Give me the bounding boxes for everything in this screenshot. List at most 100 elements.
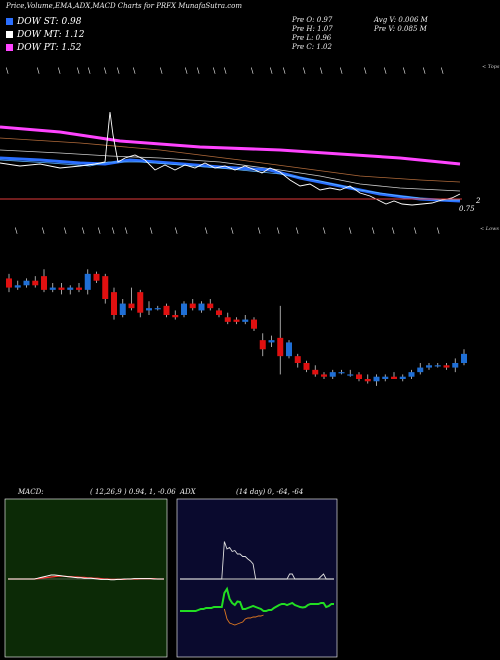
legend-dow-pt: DOW PT: 1.52 bbox=[6, 43, 81, 54]
top-marker: \ bbox=[224, 67, 227, 75]
candle-body bbox=[154, 308, 161, 310]
adx-label: ADX bbox=[180, 488, 196, 496]
top-marker: \ bbox=[213, 67, 216, 75]
ema-orange-line bbox=[0, 137, 461, 183]
candles bbox=[6, 269, 467, 386]
lows-marker-label: < Lows bbox=[480, 226, 499, 232]
legend-dow-st: DOW ST: 0.98 bbox=[6, 17, 82, 28]
legend-swatch-st bbox=[6, 18, 13, 25]
candle-body bbox=[137, 292, 144, 313]
top-marker: \ bbox=[77, 67, 80, 75]
low-marker: \ bbox=[42, 227, 45, 235]
low-marker: \ bbox=[64, 227, 67, 235]
ema-light-line bbox=[0, 159, 460, 201]
low-marker: \ bbox=[296, 227, 299, 235]
top-marker: \ bbox=[185, 67, 188, 75]
candle-body bbox=[111, 292, 117, 315]
candle-body bbox=[93, 273, 100, 281]
candle-body bbox=[408, 372, 415, 377]
low-marker: \ bbox=[205, 227, 208, 235]
low-marker: \ bbox=[414, 227, 417, 235]
low-marker: \ bbox=[231, 227, 234, 235]
top-marker: \ bbox=[117, 67, 120, 75]
stat-prev-volume: Pre V: 0.085 M bbox=[374, 25, 427, 33]
low-marker: \ bbox=[258, 227, 261, 235]
candle-body bbox=[294, 356, 301, 363]
price-label-075: 0.75 bbox=[459, 205, 475, 213]
candle-body bbox=[426, 365, 432, 368]
low-marker: \ bbox=[437, 227, 440, 235]
candle-body bbox=[268, 340, 275, 343]
price-label-2: 2 bbox=[475, 197, 481, 205]
candle-body bbox=[14, 285, 21, 288]
tops-markers: \ \ \ \ \ \ \ \ \ \ \ \ \ \ \ \ \ \ \ \ \ \ \ \ bbox=[6, 67, 444, 75]
candle-body bbox=[163, 305, 170, 315]
candle-body bbox=[329, 372, 336, 377]
candle-body bbox=[119, 303, 126, 315]
legend-dow-mt: DOW MT: 1.12 bbox=[6, 30, 85, 41]
candle-body bbox=[102, 276, 109, 299]
ema-layer bbox=[0, 111, 462, 206]
candle-body bbox=[41, 276, 47, 290]
candle-body bbox=[461, 353, 467, 363]
low-marker: \ bbox=[349, 227, 352, 235]
legend-label-st: DOW ST: 0.98 bbox=[17, 17, 82, 27]
candle-body bbox=[443, 365, 450, 368]
top-marker: \ bbox=[403, 67, 406, 75]
top-marker: \ bbox=[441, 67, 444, 75]
low-marker: \ bbox=[98, 227, 101, 235]
stat-prev-high: Pre H: 1.07 bbox=[292, 25, 333, 33]
low-marker: \ bbox=[112, 227, 115, 235]
macd-params: ( 12,26,9 ) 0.94, 1, -0.06 bbox=[90, 488, 176, 496]
low-marker: \ bbox=[82, 227, 85, 235]
top-marker: \ bbox=[384, 67, 387, 75]
price-close-line bbox=[0, 111, 461, 206]
candle-body bbox=[216, 310, 222, 315]
candle-body bbox=[338, 372, 345, 374]
top-marker: \ bbox=[88, 67, 91, 75]
candle-body bbox=[32, 280, 39, 286]
candle-body bbox=[417, 367, 424, 373]
top-marker: \ bbox=[423, 67, 426, 75]
candle-body bbox=[233, 319, 240, 322]
tops-marker-label: < Tops bbox=[482, 64, 500, 70]
low-marker: \ bbox=[277, 227, 280, 235]
lows-markers: \ \ \ \ \ \ \ \ \ \ \ \ \ \ \ \ \ \ \ \ bbox=[15, 227, 440, 235]
top-marker: \ bbox=[320, 67, 323, 75]
candle-body bbox=[181, 303, 187, 315]
candle-body bbox=[128, 303, 135, 309]
top-marker: \ bbox=[37, 67, 40, 75]
candle-body bbox=[224, 317, 231, 322]
ema-mid-line bbox=[0, 149, 461, 192]
stat-prev-low: Pre L: 0.96 bbox=[292, 34, 332, 42]
top-marker: \ bbox=[160, 67, 163, 75]
top-marker: \ bbox=[283, 67, 286, 75]
top-marker: \ bbox=[303, 67, 306, 75]
candle-body bbox=[399, 376, 406, 379]
candle-body bbox=[391, 376, 397, 379]
candle-body bbox=[6, 278, 12, 288]
low-marker: \ bbox=[15, 227, 18, 235]
candle-body bbox=[172, 315, 179, 318]
candle-body bbox=[76, 287, 82, 290]
candle-body bbox=[58, 287, 65, 290]
candle-body bbox=[259, 340, 266, 350]
candle-body bbox=[251, 319, 257, 329]
top-marker: \ bbox=[104, 67, 107, 75]
top-marker: \ bbox=[6, 67, 9, 75]
candle-body bbox=[23, 280, 30, 286]
adx-params: (14 day) 0, -64, -64 bbox=[236, 488, 304, 496]
candle-body bbox=[277, 337, 284, 357]
candle-body bbox=[364, 379, 371, 382]
candle-body bbox=[303, 363, 310, 370]
candle-body bbox=[347, 374, 354, 376]
legend-label-pt: DOW PT: 1.52 bbox=[17, 43, 82, 53]
candle-body bbox=[382, 376, 389, 379]
candle-body bbox=[373, 376, 380, 382]
stat-prev-close: Pre C: 1.02 bbox=[292, 43, 332, 51]
top-marker: \ bbox=[197, 67, 200, 75]
top-marker: \ bbox=[133, 67, 136, 75]
low-marker: \ bbox=[175, 227, 178, 235]
stat-prev-open: Pre O: 0.97 bbox=[292, 16, 333, 24]
